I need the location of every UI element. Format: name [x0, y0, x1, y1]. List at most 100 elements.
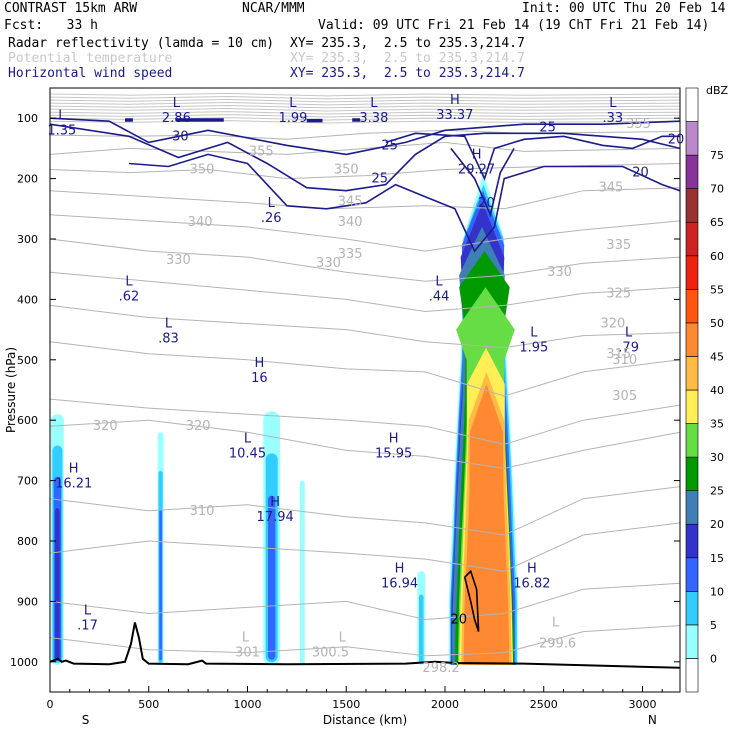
wind-low-level-loop [463, 569, 480, 632]
theta-contour-label-14: 325 [606, 286, 631, 301]
colorbar-swatch-4 [685, 557, 699, 592]
colorbar-swatch-9 [685, 389, 699, 424]
field-2-xy: XY= 235.3, 2.5 to 235.3,214.7 [290, 51, 525, 66]
wind-extremum-value-7: 29.27 [458, 163, 495, 178]
colorbar-label-55: 55 [710, 283, 724, 296]
wind-extremum-h-18: H [270, 495, 280, 510]
wind-extremum-value-21: .17 [77, 619, 98, 634]
field-2-name: Potential temperature [8, 51, 173, 66]
wind-extremum-h-19: H [395, 561, 405, 576]
reflectivity-cell-2-level-3 [159, 509, 162, 661]
theta-strat-contour-2 [50, 95, 680, 100]
theta-contour-12 [50, 486, 680, 536]
wind-extremum-value-18: 17.94 [257, 510, 294, 525]
x-tick-label-1500: 1500 [332, 698, 360, 711]
theta-strat-contour-6 [50, 107, 680, 112]
colorbar-swatch-5 [685, 523, 699, 559]
wind-extremum-value-4: 3.38 [359, 111, 388, 126]
wind-contour-5 [450, 147, 515, 218]
field-1-name: Radar reflectivity (lamda = 10 cm) [8, 36, 275, 51]
colorbar-label-75: 75 [710, 149, 724, 162]
theta-contour-label-5: 345 [338, 195, 363, 210]
theta-contour-label-8: 340 [338, 215, 363, 230]
colorbar-swatch-8 [685, 423, 699, 458]
wind-extremum-value-11: 16 [251, 371, 268, 386]
colorbar-swatch-7 [685, 456, 699, 491]
colorbar-swatch-11 [685, 322, 699, 357]
colorbar-label-65: 65 [710, 216, 724, 229]
theta-contour-label-11: 330 [166, 253, 191, 268]
theta-contour-5 [50, 214, 680, 252]
reflectivity-cell-5-level-2 [419, 594, 424, 664]
wind-contour-label-6: 20 [668, 132, 685, 147]
wind-contour-1 [50, 117, 680, 156]
wind-extremum-value-12: .44 [429, 289, 450, 304]
wind-extremum-l-1: L [58, 108, 66, 123]
wind-extremum-value-20: 16.82 [513, 576, 550, 591]
wind-contour-3 [128, 153, 680, 253]
field-3-name: Horizontal wind speed [8, 66, 173, 81]
wind-extremum-value-14: .79 [618, 341, 639, 356]
theta-contour-label-25: 298.2 [422, 661, 459, 676]
theta-strat-contour-10 [50, 120, 680, 124]
theta-contour-label-7: 340 [188, 215, 213, 230]
wind-extremum-value-17: 16.21 [55, 477, 92, 492]
terrain-line [50, 622, 680, 669]
wind-contour-label-1: 30 [172, 129, 189, 144]
valid-time: Valid: 09 UTC Fri 21 Feb 14 (19 ChT Fri … [318, 18, 710, 33]
colorbar-swatch-12 [685, 289, 699, 324]
tower-reflectivity-50dbz [463, 384, 510, 665]
theta-strat-contour-1 [50, 92, 680, 97]
wind-extremum-value-1: 1.35 [47, 123, 76, 138]
theta-contour-label-4: 350 [334, 163, 359, 178]
organization-label: NCAR/MMM [242, 1, 305, 16]
colorbar-swatch-10 [685, 356, 699, 391]
theta-contour-label-24: 299.6 [539, 637, 576, 652]
wind-extremum-l-3: L [289, 96, 297, 111]
theta-strat-contour-3 [50, 98, 680, 103]
theta-contour-label-21: 305 [612, 389, 637, 404]
reflectivity-cell-1-level-4 [55, 508, 60, 660]
y-tick-label-600: 600 [17, 414, 38, 427]
wind-extremum-value-9: .62 [119, 289, 140, 304]
wind-extremum-l-9: L [125, 274, 133, 289]
theta-contour-label-2: 355 [626, 117, 651, 132]
colorbar-unit: dBZ [706, 84, 729, 97]
theta-contour-15 [50, 625, 680, 657]
theta-contour-label-12: 330 [316, 256, 341, 271]
theta-contour-8 [50, 304, 680, 349]
theta-contour-label-15: 320 [93, 419, 118, 434]
wind-contour-4 [385, 132, 680, 181]
colorbar-swatch-2 [685, 624, 699, 659]
y-tick-label-100: 100 [17, 112, 38, 125]
theta-contour-label-20: 310 [612, 353, 637, 368]
wind-contour-label-3: 25 [539, 120, 556, 135]
x-tick-label-1000: 1000 [233, 698, 261, 711]
theta-contour-label-16: 320 [186, 419, 211, 434]
colorbar-label-70: 70 [710, 183, 724, 196]
colorbar-swatch-15 [685, 188, 699, 223]
x-axis-north-label: N [648, 713, 657, 727]
theta-contour-label-13: 330 [547, 265, 572, 280]
plot-frame [49, 87, 681, 693]
wind-contour-label-5: 20 [632, 166, 649, 181]
x-axis-south-label: S [82, 713, 90, 727]
colorbar-swatch-3 [685, 591, 699, 626]
y-tick-label-700: 700 [17, 475, 38, 488]
theta-contour-13 [50, 522, 680, 572]
colorbar-swatch-13 [685, 255, 699, 290]
colorbar-swatch-18 [685, 87, 699, 122]
colorbar-label-45: 45 [710, 350, 724, 363]
theta-contour-label-1: 355 [249, 144, 274, 159]
theta-contour-4 [50, 187, 680, 210]
y-tick-label-800: 800 [17, 535, 38, 548]
colorbar-swatch-1 [685, 658, 699, 693]
x-tick-label-500: 500 [138, 698, 159, 711]
wind-extremum-l-21: L [84, 604, 92, 619]
theta-contour-label-9: 335 [338, 247, 363, 262]
wind-extremum-l-2: L [173, 96, 181, 111]
wind-extremum-h-5: H [450, 93, 460, 108]
colorbar-label-15: 15 [710, 552, 724, 565]
theta-strat-contour-8 [50, 114, 680, 118]
